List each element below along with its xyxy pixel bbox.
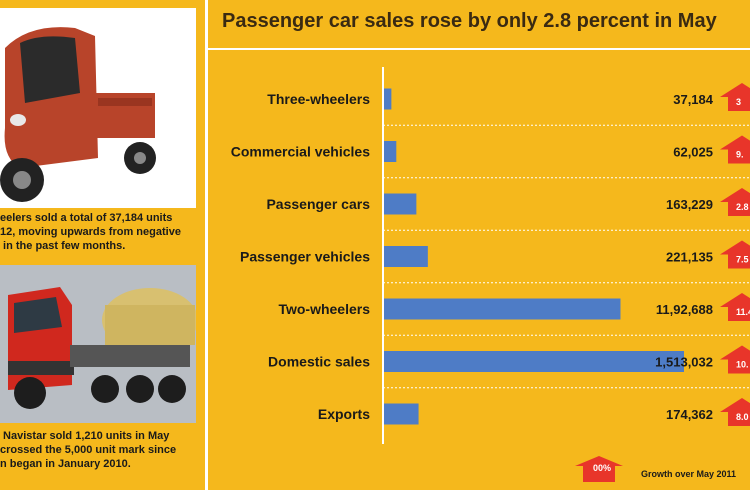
value-label: 11,92,688 [656, 302, 713, 317]
value-label: 174,362 [666, 407, 713, 422]
sales-bar-chart: Three-wheelers 37,184 3 Commercial vehicles… [231, 67, 750, 444]
bar [384, 141, 397, 162]
legend-badge: 00% [593, 463, 612, 473]
column-divider [205, 0, 208, 490]
value-label: 37,184 [673, 92, 714, 107]
growth-arrow [720, 188, 750, 216]
growth-label: 11.4 [736, 307, 750, 317]
growth-arrow [720, 135, 750, 164]
caption-three-wheelers: eelers sold a total of 37,184 units 12, … [0, 212, 181, 252]
category-label: Exports [318, 406, 370, 422]
category-label: Three-wheelers [267, 91, 370, 107]
value-label: 163,229 [666, 197, 713, 212]
growth-label: 10. [736, 360, 749, 370]
growth-label: 8.0 [736, 412, 749, 422]
growth-label: 3 [736, 97, 741, 107]
growth-label: 9. [736, 150, 744, 160]
category-label: Passenger cars [266, 196, 370, 212]
bar [384, 193, 417, 215]
growth-arrow-icon [575, 456, 623, 482]
chart-title: Passenger car sales rose by only 2.8 per… [222, 10, 717, 32]
caption-navistar: Navistar sold 1,210 units in May crossed… [0, 430, 177, 470]
growth-arrow [720, 240, 750, 269]
value-label: 1,513,032 [655, 355, 713, 370]
category-label: Passenger vehicles [240, 249, 370, 265]
legend-text: Growth over May 2011 [641, 469, 737, 479]
bar [384, 351, 684, 372]
bar [384, 403, 419, 425]
value-label: 221,135 [666, 250, 713, 265]
bar [384, 88, 392, 110]
left-column: eelers sold a total of 37,184 units 12, … [0, 0, 205, 490]
title-rule [208, 48, 750, 50]
truck-photo [0, 265, 196, 423]
three-wheeler-photo [0, 8, 196, 208]
growth-label: 2.8 [736, 202, 749, 212]
growth-label: 7.5 [736, 255, 749, 265]
growth-arrow [720, 83, 750, 111]
growth-arrow [720, 345, 750, 374]
growth-arrow [720, 293, 750, 321]
bar [384, 246, 428, 267]
category-label: Domestic sales [268, 354, 370, 370]
category-label: Two-wheelers [278, 301, 370, 317]
bar [384, 298, 621, 320]
growth-arrow [720, 398, 750, 426]
value-label: 62,025 [673, 145, 713, 160]
category-label: Commercial vehicles [231, 144, 371, 160]
